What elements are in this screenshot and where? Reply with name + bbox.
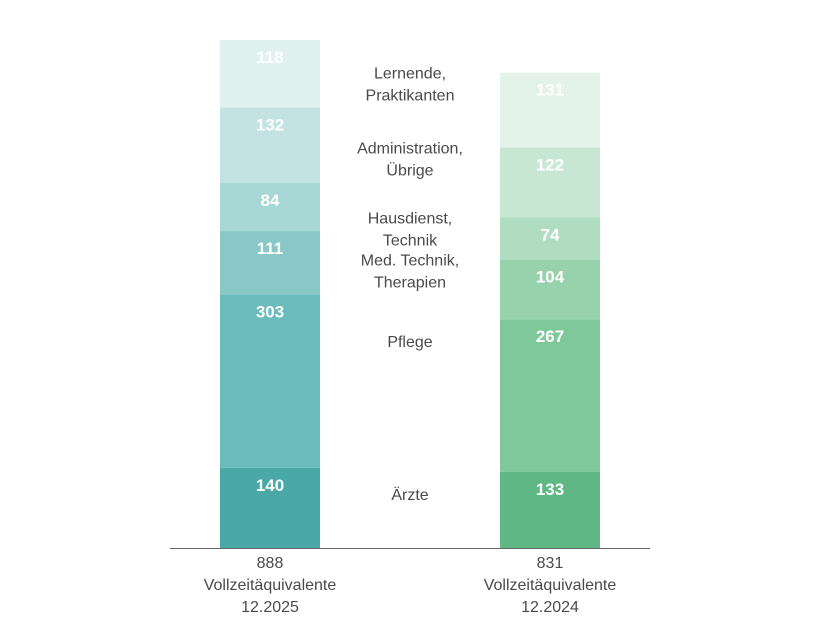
segment-value-label: 131 [536,81,564,100]
segment-value-label: 118 [256,48,283,67]
bar-unit-label: Vollzeitäquivalente [204,577,337,594]
bar-segment-1-3 [500,217,600,260]
bar-segment-0-3 [220,183,320,232]
bar-segment-0-1 [220,294,320,468]
segment-value-label: 267 [536,327,564,346]
segment-value-label: 122 [536,156,564,175]
bar-segment-1-2 [500,259,600,320]
bar-segment-1-4 [500,147,600,218]
bar-date-label: 12.2024 [521,599,579,616]
segment-value-label: 303 [256,303,284,322]
category-label: Pflege [387,334,432,351]
bar-date-label: 12.2025 [241,599,299,616]
bar-segment-0-0 [220,467,320,548]
bar-total-label: 831 [537,555,564,572]
segment-value-label: 104 [536,268,565,287]
bar-segment-1-1 [500,319,600,472]
segment-value-label: 132 [256,116,284,135]
segment-value-label: 133 [536,480,564,499]
bar-segment-1-0 [500,471,600,548]
bar-unit-label: Vollzeitäquivalente [484,577,617,594]
segment-value-label: 140 [256,476,284,495]
bar-total-label: 888 [257,555,284,572]
category-label: Ärzte [391,486,428,504]
category-label: Med. Technik, Therapien [361,253,459,292]
bar-segment-0-5 [220,40,320,108]
category-label: Administration, Übrige [357,141,463,180]
bar-segment-0-2 [220,231,320,295]
category-label: Hausdienst, Technik [368,210,453,249]
category-label: Lernende, Praktikanten [366,66,455,105]
segment-value-label: 74 [541,225,560,244]
bar-segment-0-4 [220,107,320,184]
segment-value-label: 111 [257,239,284,258]
segment-value-label: 84 [261,191,280,210]
bar-segment-1-5 [500,72,600,148]
